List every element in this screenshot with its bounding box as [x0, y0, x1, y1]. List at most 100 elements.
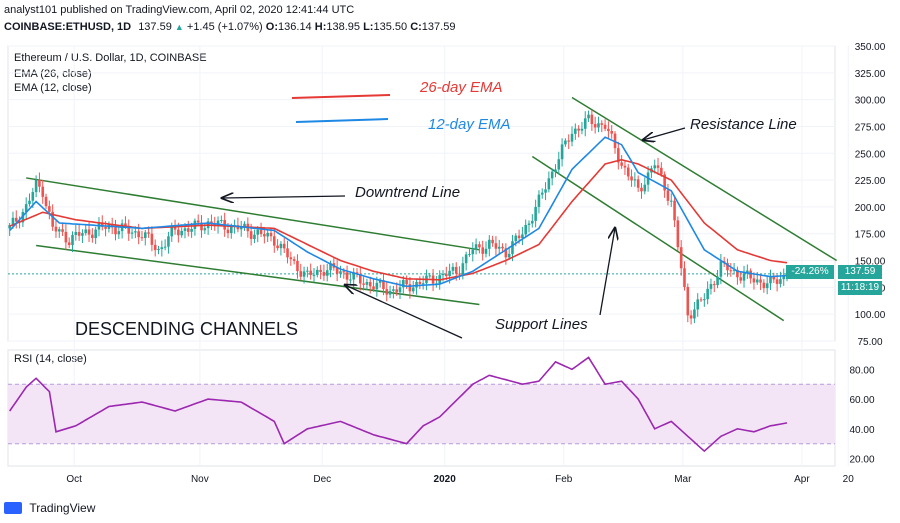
- rsi-band-layer: [8, 383, 835, 445]
- candle-body: [77, 232, 81, 236]
- candle-body: [626, 167, 630, 177]
- candle-body: [772, 276, 776, 280]
- rsi-line: [9, 356, 788, 453]
- annotation-arrow: [643, 127, 686, 140]
- countdown-badge: 11:18:19: [838, 281, 882, 295]
- ema26-sample-stroke: [291, 94, 391, 99]
- candle-body: [325, 270, 329, 276]
- candle-body: [418, 281, 422, 284]
- price-tick-label: 275.00: [855, 122, 886, 133]
- candle-body: [441, 273, 445, 276]
- candle-body: [87, 229, 91, 235]
- candle-body: [597, 123, 600, 128]
- candle-body: [335, 267, 339, 274]
- candle-body: [302, 271, 306, 277]
- rsi-tick-label: 60.00: [849, 395, 874, 406]
- rsi-legend[interactable]: RSI (14, close): [14, 353, 87, 365]
- candle-body: [38, 179, 41, 187]
- candle-body: [603, 124, 607, 129]
- candle-body: [395, 289, 398, 293]
- ema12-line: [9, 136, 788, 288]
- candle-body: [286, 248, 289, 258]
- candle-body: [517, 235, 521, 239]
- candle-body: [177, 229, 180, 236]
- tradingview-icon: [4, 501, 22, 514]
- ema12-legend[interactable]: EMA (12, close): [14, 82, 92, 94]
- price-tick-label: 175.00: [855, 230, 886, 241]
- candle-body: [67, 242, 71, 246]
- candle-body: [54, 226, 58, 232]
- open-value: 136.14: [278, 21, 312, 33]
- candle-body: [775, 279, 779, 284]
- candle-body: [306, 270, 309, 272]
- tradingview-logo[interactable]: TradingView: [4, 500, 95, 515]
- candle-body: [732, 269, 736, 271]
- candle-body: [686, 287, 690, 316]
- candle-body: [514, 235, 518, 242]
- candle-body: [736, 269, 739, 278]
- candle-body: [421, 283, 425, 285]
- candle-body: [746, 270, 749, 274]
- candle-body: [663, 174, 666, 191]
- candle-body: [282, 243, 286, 249]
- price-tick-label: 200.00: [855, 203, 886, 214]
- candle-body: [577, 128, 580, 131]
- ema26-legend[interactable]: EMA (26, close): [14, 68, 92, 80]
- candle-body: [527, 223, 531, 225]
- candle-body: [398, 287, 402, 293]
- candle-body: [44, 196, 48, 207]
- candle-body: [368, 282, 372, 287]
- candle-body: [296, 260, 299, 272]
- candle-body: [186, 228, 190, 232]
- candle-body: [183, 228, 187, 231]
- candle-body: [640, 187, 643, 192]
- candle-body: [669, 200, 673, 202]
- candle-body: [544, 189, 547, 193]
- candle-body: [124, 223, 127, 227]
- candle-body: [382, 280, 385, 290]
- candle-body: [759, 279, 762, 283]
- change-text: +1.45 (+1.07%): [186, 21, 263, 33]
- candle-body: [497, 246, 501, 249]
- candle-body: [329, 263, 332, 271]
- trendline: [36, 244, 480, 306]
- annotation-layer: [222, 94, 686, 339]
- candle-body: [322, 272, 326, 276]
- candle-body: [229, 226, 233, 234]
- candle-body: [173, 226, 177, 230]
- candle-body: [51, 211, 54, 227]
- candle-body: [64, 231, 68, 243]
- candle-body: [345, 272, 349, 280]
- candle-body: [600, 123, 604, 125]
- candle-body: [226, 229, 230, 234]
- price-tick-label: 325.00: [855, 69, 886, 80]
- candle-body: [170, 226, 174, 237]
- price-tick-label: 150.00: [855, 257, 886, 268]
- candle-body: [160, 247, 164, 250]
- downtrend-annotation: Downtrend Line: [355, 184, 461, 201]
- candle-body: [220, 220, 223, 222]
- candle-body: [461, 263, 465, 275]
- candle-body: [593, 124, 597, 128]
- trendline: [571, 96, 838, 262]
- candle-body: [104, 226, 107, 229]
- candle-body: [34, 179, 38, 193]
- candle-body: [643, 184, 647, 192]
- last-price-badge: 137.59: [838, 265, 882, 279]
- candle-body: [71, 235, 74, 246]
- last-price-text: 137.59: [138, 21, 172, 33]
- candle-body: [547, 178, 551, 190]
- candle-body: [617, 148, 620, 163]
- candle-body: [607, 128, 610, 131]
- rsi-band: [8, 384, 835, 444]
- candle-body: [484, 248, 488, 254]
- candle-body: [524, 224, 528, 235]
- candle-body: [706, 288, 709, 300]
- candle-body: [94, 229, 97, 238]
- support-annotation: Support Lines: [495, 316, 588, 333]
- candle-body: [742, 273, 746, 281]
- candle-body: [590, 114, 594, 125]
- candle-body: [134, 231, 137, 233]
- trendline-layer: [26, 96, 838, 322]
